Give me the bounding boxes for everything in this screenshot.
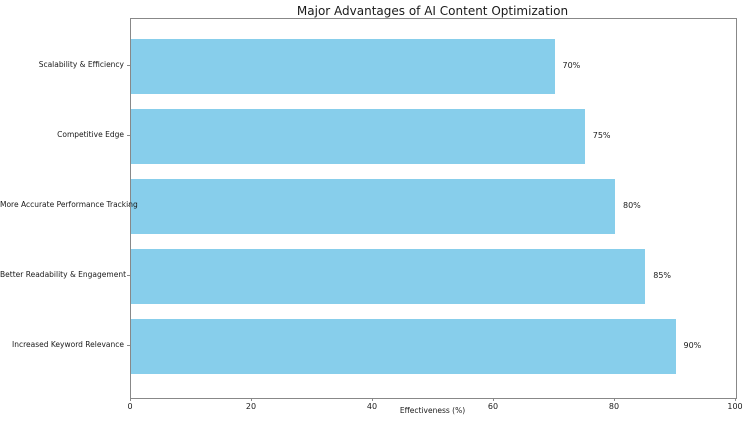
plot-area: 70% 75% 80% 85% 90%	[130, 18, 737, 399]
bar-value-label: 85%	[653, 271, 672, 280]
bar-value-label: 70%	[562, 61, 581, 70]
x-tick-mark	[735, 398, 736, 401]
x-tick-mark	[493, 398, 494, 401]
bar	[131, 108, 585, 164]
y-tick-mark	[127, 345, 130, 346]
x-tick-mark	[251, 398, 252, 401]
bar-value-label: 80%	[623, 201, 641, 210]
x-tick-label: 80	[608, 402, 620, 411]
x-tick-label: 0	[127, 402, 133, 411]
x-tick-label: 100	[727, 402, 743, 411]
y-tick-label: Better Readability & Engagement	[0, 270, 127, 279]
x-tick-label: 20	[245, 402, 257, 411]
y-tick-mark	[127, 205, 130, 206]
x-tick-label: 40	[366, 402, 378, 411]
x-tick-mark	[372, 398, 373, 401]
bar	[131, 178, 615, 234]
y-tick-mark	[127, 65, 130, 66]
y-tick-mark	[127, 275, 130, 276]
y-tick-label: Scalability & Efficiency	[38, 60, 124, 69]
chart-title: Major Advantages of AI Content Optimizat…	[296, 4, 569, 18]
bar	[131, 318, 676, 374]
y-tick-label: Increased Keyword Relevance	[11, 340, 124, 349]
y-tick-label: More Accurate Performance Tracking	[0, 200, 138, 209]
bar-value-label: 75%	[592, 131, 611, 140]
y-tick-label: Competitive Edge	[57, 130, 124, 139]
x-tick-mark	[614, 398, 615, 401]
x-tick-label: 60	[487, 402, 499, 411]
bar	[131, 38, 555, 94]
x-tick-mark	[130, 398, 131, 401]
bar-value-label: 90%	[683, 341, 702, 350]
y-tick-mark	[127, 135, 130, 136]
bar	[131, 248, 646, 304]
x-axis-label: Effectiveness (%)	[399, 406, 466, 415]
